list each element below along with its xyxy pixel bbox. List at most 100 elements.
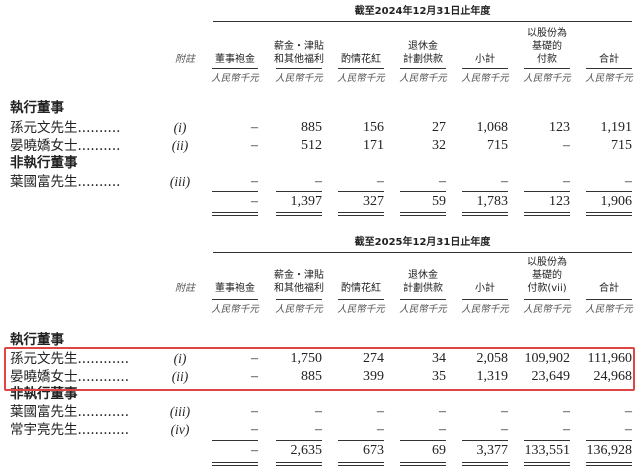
table-cell: –: [251, 351, 258, 366]
table-cell: –: [251, 174, 258, 189]
unit-label: 人民幣千元: [337, 73, 385, 84]
table-cell: –: [315, 404, 322, 419]
note-ref: (ii): [171, 138, 189, 153]
column-header: 董事袍金: [215, 54, 255, 65]
section-title: 截至2025年12月31日止年度: [354, 237, 491, 248]
header-underline: [462, 299, 508, 300]
unit-label: 人民幣千元: [461, 304, 509, 315]
double-rule: [586, 212, 632, 213]
column-header: 小計: [475, 54, 495, 65]
table-cell: –: [251, 138, 258, 153]
group-label: 非執行董事: [10, 155, 78, 171]
table-cell: 35: [432, 369, 446, 384]
column-header: 董事袍金: [215, 283, 255, 294]
header-underline: [586, 299, 632, 300]
column-header: 薪金・津貼: [274, 270, 324, 281]
column-header: 和其他福利: [274, 54, 324, 65]
double-rule: [400, 212, 446, 213]
unit-label: 人民幣千元: [461, 73, 509, 84]
column-header: 退休金: [408, 270, 438, 281]
title-rule: [213, 21, 632, 22]
director-name: 孫元文先生............: [10, 351, 129, 367]
table-cell: 1,068: [476, 120, 509, 135]
unit-label: 人民幣千元: [523, 304, 571, 315]
note-column-header: 附註: [175, 54, 195, 65]
double-rule: [400, 465, 446, 466]
header-underline: [400, 68, 446, 69]
header-underline: [276, 68, 322, 69]
unit-label: 人民幣千元: [585, 304, 633, 315]
subtotal-rule: [586, 191, 632, 192]
header-underline: [338, 299, 384, 300]
subtotal-rule: [276, 191, 322, 192]
total-cell: 1,397: [290, 194, 323, 209]
director-name: 晏曉嬌女士............: [10, 369, 129, 385]
total-cell: 673: [363, 443, 384, 458]
table-cell: 171: [363, 138, 384, 153]
title-rule: [213, 252, 632, 253]
note-ref: (i): [173, 351, 187, 366]
unit-label: 人民幣千元: [211, 73, 259, 84]
header-underline: [462, 68, 508, 69]
double-rule: [400, 215, 446, 216]
subtotal-rule: [338, 191, 384, 192]
table-cell: 109,902: [524, 351, 571, 366]
double-rule: [462, 215, 508, 216]
subtotal-rule: [462, 191, 508, 192]
table-cell: 1,191: [600, 120, 633, 135]
header-underline: [400, 299, 446, 300]
table-cell: –: [625, 422, 632, 437]
subtotal-rule: [400, 440, 446, 441]
director-name: 葉國富先生..........: [10, 174, 121, 190]
header-underline: [276, 299, 322, 300]
total-cell: 1,906: [600, 194, 633, 209]
double-rule: [276, 212, 322, 213]
table-cell: 1,750: [290, 351, 323, 366]
total-cell: 2,635: [290, 443, 323, 458]
table-cell: 27: [432, 120, 446, 135]
table-cell: –: [501, 422, 508, 437]
table-cell: 123: [549, 120, 570, 135]
column-header: 付款: [537, 54, 557, 65]
double-rule: [524, 212, 570, 213]
table-cell: –: [377, 174, 384, 189]
note-ref: (i): [173, 120, 187, 135]
unit-label: 人民幣千元: [211, 304, 259, 315]
subtotal-rule: [212, 440, 258, 441]
double-rule: [400, 462, 446, 463]
note-column-header: 附註: [175, 283, 195, 294]
double-rule: [586, 462, 632, 463]
double-rule: [276, 462, 322, 463]
director-name: 孫元文先生..........: [10, 120, 121, 136]
table-cell: 24,968: [593, 369, 633, 384]
double-rule: [212, 462, 258, 463]
column-header: 合計: [599, 54, 619, 65]
column-header: 以股份為: [527, 257, 567, 268]
double-rule: [212, 215, 258, 216]
table-cell: 512: [301, 138, 322, 153]
double-rule: [524, 215, 570, 216]
total-cell: 123: [549, 194, 570, 209]
column-header: 合計: [599, 283, 619, 294]
column-header: 酌情花紅: [341, 54, 381, 65]
double-rule: [276, 215, 322, 216]
table-cell: 885: [301, 120, 322, 135]
subtotal-rule: [586, 440, 632, 441]
double-rule: [586, 215, 632, 216]
double-rule: [338, 212, 384, 213]
total-cell: 133,551: [524, 443, 571, 458]
double-rule: [524, 465, 570, 466]
header-underline: [524, 68, 570, 69]
table-cell: 111,960: [587, 351, 632, 366]
table-cell: 885: [301, 369, 322, 384]
column-header: 退休金: [408, 41, 438, 52]
note-ref: (iii): [169, 174, 191, 189]
double-rule: [338, 462, 384, 463]
table-cell: –: [563, 138, 570, 153]
header-underline: [212, 299, 258, 300]
table-cell: 715: [611, 138, 632, 153]
table-cell: 156: [363, 120, 384, 135]
director-name: 常宇亮先生............: [10, 422, 129, 438]
total-cell: 69: [432, 443, 446, 458]
subtotal-rule: [462, 440, 508, 441]
